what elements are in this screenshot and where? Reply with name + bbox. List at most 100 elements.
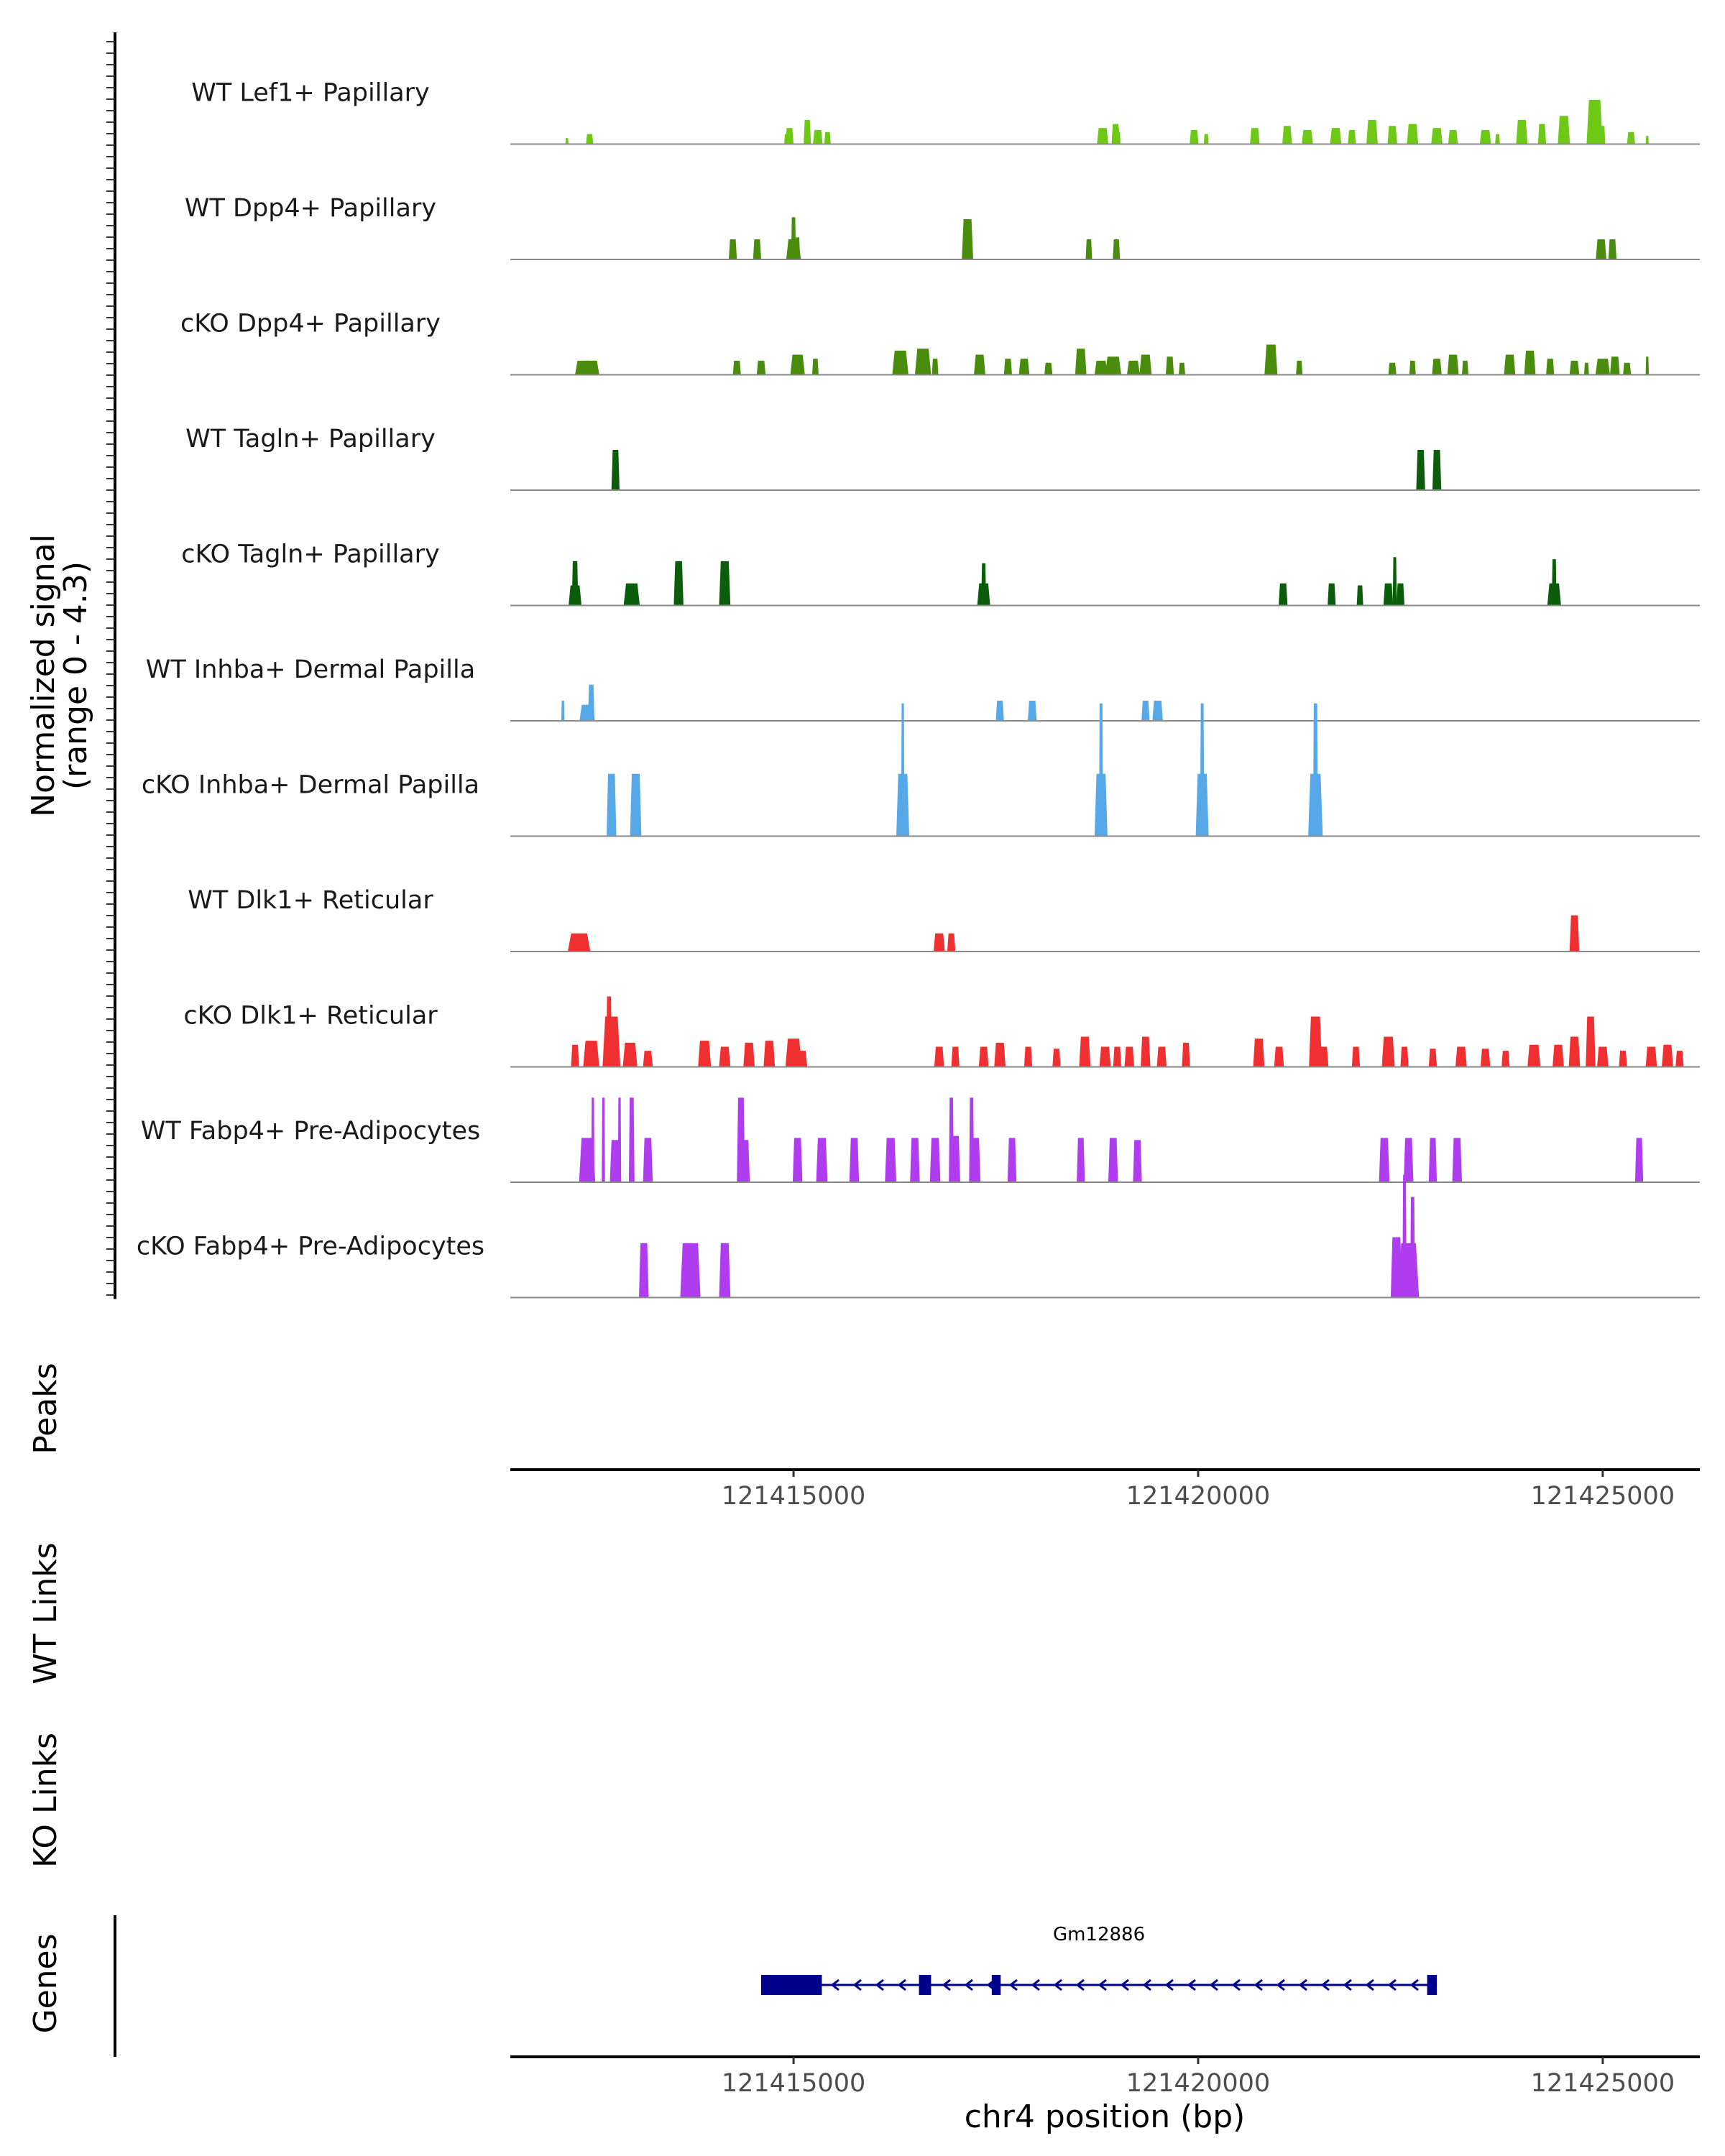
signal-peak [1416, 450, 1425, 490]
signal-peak [1003, 359, 1013, 375]
signal-peak [1645, 136, 1650, 144]
signal-peak [579, 1138, 596, 1182]
signal-peak [791, 217, 796, 259]
signal-peak [1379, 1138, 1390, 1182]
signal-peak [1392, 557, 1397, 606]
signal-peak [719, 1046, 731, 1067]
signal-peak [1675, 1051, 1684, 1067]
signal-peak [1432, 359, 1442, 375]
signal-peak [1546, 359, 1555, 375]
signal-peak [1552, 1044, 1564, 1067]
strand-arrow [1142, 1978, 1151, 1991]
signal-peak [1645, 1046, 1657, 1067]
signal-peak [1139, 354, 1152, 375]
track-3: cKO Dpp4+ Papillary [180, 310, 1700, 376]
signal-peak [606, 996, 612, 1067]
signal-peak [1264, 344, 1278, 375]
signal-peak [1600, 126, 1606, 144]
signal-peak [1124, 1046, 1135, 1067]
signal-peak [1586, 1016, 1596, 1067]
signal-peak [588, 684, 595, 721]
strand-arrow [1254, 1978, 1263, 1991]
signal-peak [1094, 360, 1108, 375]
signal-peak [1634, 1138, 1644, 1182]
signal-peak [811, 359, 819, 375]
signal-peak [1330, 128, 1342, 144]
signal-peak [606, 773, 617, 837]
genes-x-tick-label: 121415000 [722, 2069, 865, 2098]
track-10: WT Fabp4+ Pre-Adipocytes [141, 1097, 1700, 1183]
signal-peak [1282, 126, 1292, 144]
coverage-ylabel: Normalized signal [25, 534, 62, 817]
strand-arrow [1409, 1978, 1419, 1991]
signal-peak [934, 1046, 944, 1067]
signal-peak [1381, 1036, 1395, 1067]
signal-peak [1584, 362, 1589, 375]
coverage-y-axis [106, 32, 116, 1299]
signal-peak [1366, 119, 1378, 144]
track-label: WT Tagln+ Papillary [185, 425, 436, 453]
signal-peak [910, 1138, 920, 1182]
track-6: WT Inhba+ Dermal Papilla [146, 655, 1700, 722]
gene-exon [1427, 1975, 1438, 1995]
signal-peak [981, 563, 986, 606]
signal-peak [1551, 559, 1557, 606]
signal-peak [933, 933, 945, 952]
track-label: WT Lef1+ Papillary [191, 79, 430, 108]
signal-peak [1447, 354, 1459, 375]
signal-peak [1141, 701, 1150, 721]
signal-peak [1610, 356, 1620, 375]
signal-peak [1200, 703, 1205, 837]
gene-name-label: Gm12886 [1053, 1924, 1145, 1945]
signal-peak [1524, 350, 1536, 375]
signal-peak [623, 583, 640, 606]
signal-peak [630, 773, 642, 837]
strand-arrow [1231, 1978, 1241, 1991]
signal-peak [1409, 360, 1416, 375]
peaks-x-tick-label: 121420000 [1126, 1482, 1270, 1511]
signal-peak [1156, 1046, 1167, 1067]
signal-peak [970, 1138, 981, 1182]
peaks-x-axis: 121415000 121420000 121425000 [510, 1468, 1700, 1511]
signal-peak [643, 1138, 653, 1182]
strand-arrow [942, 1978, 951, 1991]
signal-peak [1627, 132, 1635, 144]
signal-peak [1141, 1036, 1151, 1067]
strand-arrow [1031, 1978, 1040, 1991]
signal-peak [753, 239, 762, 259]
track-11: cKO Fabp4+ Pre-Adipocytes [137, 1174, 1700, 1299]
signal-peak [1117, 132, 1121, 144]
track-label: WT Fabp4+ Pre-Adipocytes [141, 1117, 480, 1146]
strand-arrow [1365, 1978, 1374, 1991]
signal-peak [1108, 1138, 1118, 1182]
signal-peak [1077, 1138, 1085, 1182]
signal-peak [1495, 134, 1500, 144]
strand-arrow [1098, 1978, 1107, 1991]
gene-exon [991, 1975, 1001, 1995]
signal-peak [1431, 128, 1443, 144]
signal-peak [1024, 1046, 1033, 1067]
signal-peak [1113, 239, 1121, 259]
signal-peak [567, 933, 591, 952]
signal-peak [643, 1051, 653, 1067]
signal-peak [1152, 701, 1163, 721]
track-label: cKO Fabp4+ Pre-Adipocytes [137, 1233, 484, 1261]
track-2: WT Dpp4+ Papillary [185, 194, 1700, 260]
strand-arrow [1008, 1978, 1018, 1991]
signal-peak [1027, 701, 1037, 721]
signal-peak [792, 1138, 803, 1182]
signal-peak [565, 138, 569, 144]
signal-peak [583, 360, 599, 375]
signal-peak [1253, 1038, 1265, 1067]
signal-peak [1396, 583, 1405, 606]
signal-peak [1099, 1046, 1111, 1067]
signal-peak [1586, 99, 1603, 144]
signal-peak [1052, 1049, 1061, 1067]
peaks-panel-label: Peaks [27, 1363, 64, 1454]
signal-peak [571, 1044, 579, 1067]
track-1: WT Lef1+ Papillary [191, 79, 1700, 145]
signal-peak [1178, 362, 1185, 375]
signal-peak [1479, 129, 1491, 144]
signal-peak [1190, 129, 1199, 144]
